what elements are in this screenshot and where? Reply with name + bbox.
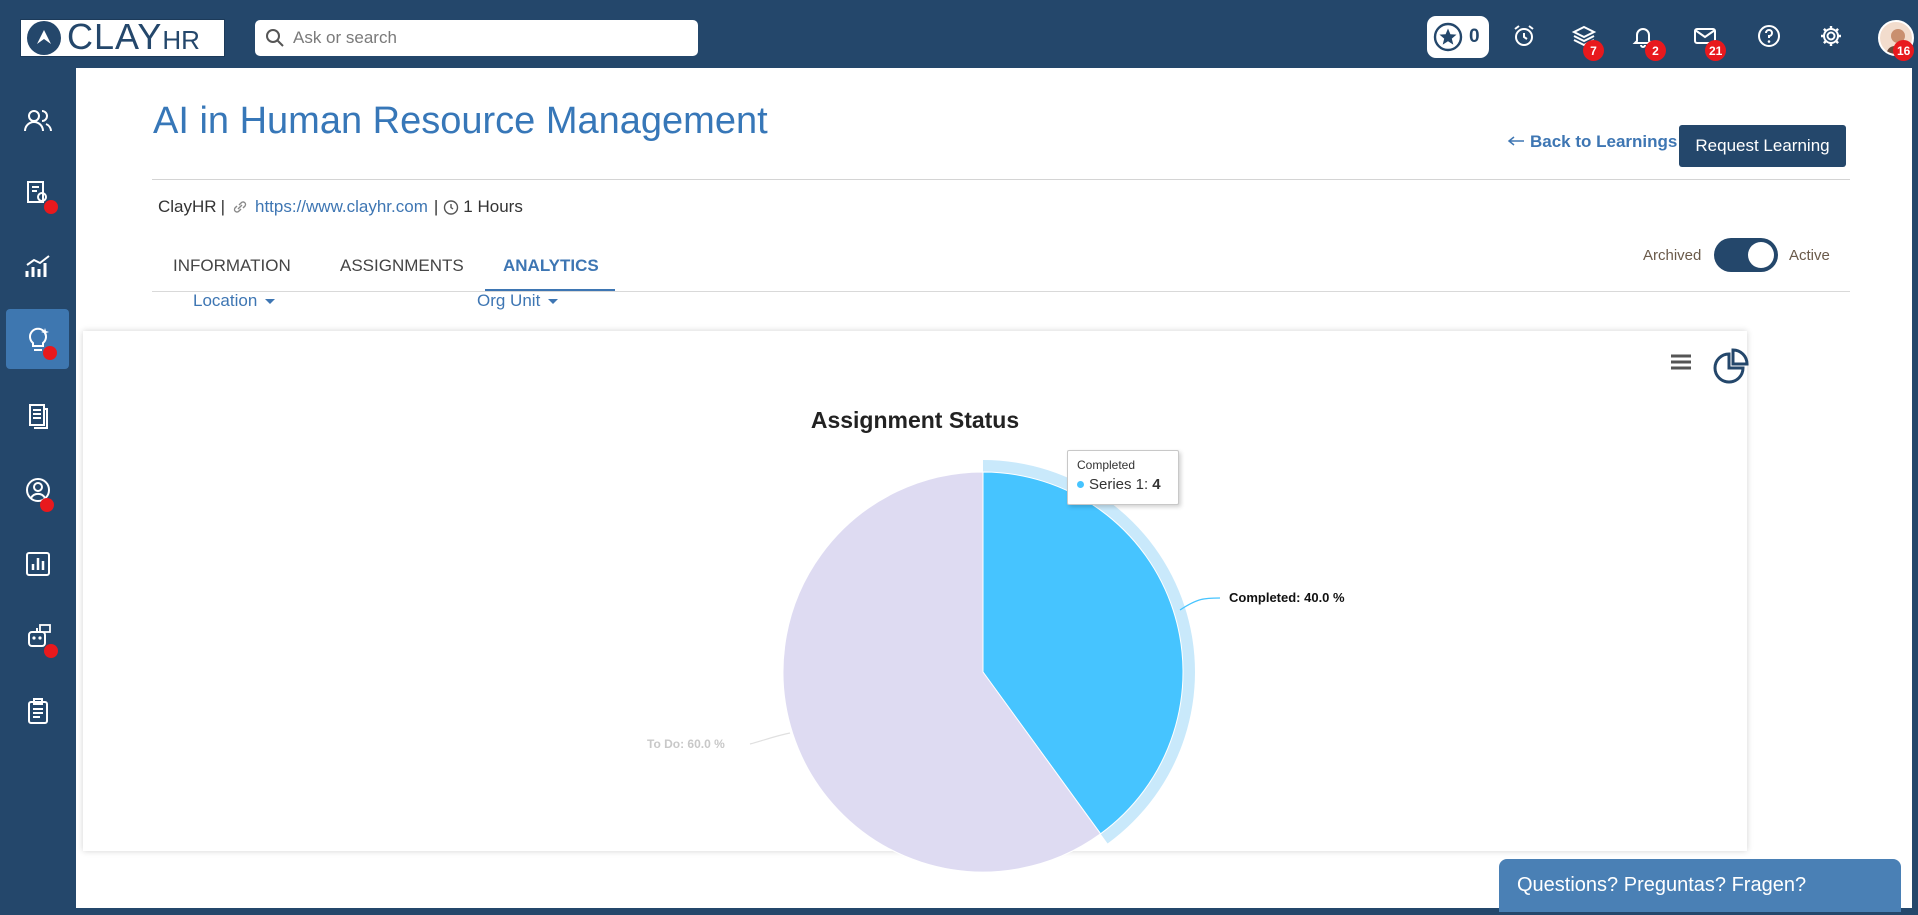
sidebar-notification-dot xyxy=(40,498,54,512)
divider xyxy=(152,179,1850,180)
clipboard-icon xyxy=(27,698,48,724)
location-filter-label: Location xyxy=(193,291,258,310)
sidebar-item-profile[interactable] xyxy=(6,460,69,520)
bar-chart-icon xyxy=(25,552,50,576)
sidebar-item-people[interactable] xyxy=(6,91,69,151)
alarm-clock-icon[interactable] xyxy=(1508,20,1540,52)
provider-name: ClayHR xyxy=(158,197,217,216)
user-avatar[interactable] xyxy=(1878,20,1914,56)
toggle-knob xyxy=(1748,242,1774,268)
link-icon xyxy=(233,201,247,213)
sidebar-item-learning[interactable] xyxy=(6,309,69,369)
help-chat-button[interactable]: Questions? Preguntas? Fragen? xyxy=(1499,859,1901,912)
sidebar-item-document-search[interactable] xyxy=(6,163,69,223)
search-box[interactable] xyxy=(255,20,698,56)
sidebar-notification-dot xyxy=(43,346,57,360)
chevron-down-icon xyxy=(548,298,559,304)
clayhr-logo[interactable]: CLAYHR xyxy=(20,15,225,57)
completed-slice[interactable] xyxy=(982,471,1184,835)
gear-icon[interactable] xyxy=(1815,20,1847,52)
tab-analytics[interactable]: ANALYTICS xyxy=(503,256,599,275)
stars-counter[interactable]: 0 xyxy=(1427,16,1489,58)
request-learning-button[interactable]: Request Learning xyxy=(1679,125,1846,167)
completed-data-label: Completed: 40.0 % xyxy=(1229,590,1345,605)
back-arrow-icon xyxy=(1507,136,1524,146)
clock-icon xyxy=(444,200,459,215)
bell-badge: 2 xyxy=(1645,40,1666,61)
tooltip-value: 4 xyxy=(1152,476,1161,493)
todo-data-label: To Do: 60.0 % xyxy=(647,737,725,751)
tooltip-series-name: Series 1 xyxy=(1089,476,1145,493)
sidebar-item-assistant[interactable] xyxy=(6,607,69,667)
back-to-learnings-link[interactable]: Back to Learnings xyxy=(1506,132,1677,152)
location-filter-dropdown[interactable]: Location xyxy=(193,291,276,311)
todo-slice[interactable] xyxy=(782,471,1102,873)
chevron-down-icon xyxy=(265,298,276,304)
tab-assignments[interactable]: ASSIGNMENTS xyxy=(340,256,464,275)
sidebar-item-checklist[interactable] xyxy=(6,681,69,741)
lightbulb-icon xyxy=(28,327,49,351)
layers-badge: 7 xyxy=(1583,40,1604,61)
robot-icon xyxy=(27,624,51,647)
meta-separator: | xyxy=(220,197,225,216)
mail-icon[interactable] xyxy=(1689,20,1721,52)
mail-badge: 21 xyxy=(1705,40,1727,61)
clayhr-logo-mark-icon xyxy=(27,21,61,55)
stars-count: 0 xyxy=(1469,26,1480,47)
search-icon xyxy=(266,29,284,47)
chart-menu-icon[interactable] xyxy=(1669,352,1693,377)
tabs-divider xyxy=(152,291,1850,292)
chart-tooltip: Completed Series 1:4 xyxy=(1067,450,1179,505)
search-input[interactable] xyxy=(293,28,673,48)
document-search-icon xyxy=(26,181,47,203)
toggle-on-label: Active xyxy=(1789,247,1830,264)
provider-url-link[interactable]: https://www.clayhr.com xyxy=(254,197,428,216)
duration: 1 Hours xyxy=(463,197,523,216)
sidebar-notification-dot xyxy=(44,200,58,214)
tab-information[interactable]: INFORMATION xyxy=(173,256,291,275)
meta-separator: | xyxy=(433,197,439,216)
avatar-badge: 16 xyxy=(1893,40,1915,61)
sidebar-item-reports[interactable] xyxy=(6,534,69,594)
archived-active-toggle[interactable] xyxy=(1714,238,1778,272)
chart-title: Assignment Status xyxy=(810,407,1020,433)
org-unit-filter-label: Org Unit xyxy=(477,291,541,310)
help-icon[interactable] xyxy=(1753,20,1785,52)
star-icon xyxy=(1433,22,1463,52)
sidebar-nav xyxy=(0,68,76,915)
todo-connector-line xyxy=(749,732,791,745)
sidebar-item-files[interactable] xyxy=(6,385,69,445)
pie-chart-type-icon[interactable] xyxy=(1711,346,1751,391)
logo-wordmark: CLAYHR xyxy=(67,15,200,57)
people-icon xyxy=(23,110,52,132)
series-marker xyxy=(1077,481,1084,488)
org-unit-filter-dropdown[interactable]: Org Unit xyxy=(477,291,559,311)
growth-chart-icon xyxy=(25,255,50,277)
files-icon xyxy=(28,404,48,429)
sidebar-item-growth[interactable] xyxy=(6,236,69,296)
page-title: AI in Human Resource Management xyxy=(153,100,768,142)
completed-connector-line xyxy=(1179,597,1221,611)
active-tab-indicator xyxy=(485,289,615,292)
learning-meta: ClayHR | https://www.clayhr.com | 1 Hour… xyxy=(158,197,523,217)
back-link-label: Back to Learnings xyxy=(1530,132,1678,151)
tooltip-category: Completed xyxy=(1077,458,1136,472)
sidebar-notification-dot xyxy=(44,644,58,658)
user-circle-icon xyxy=(25,478,50,502)
top-bar: CLAYHR 0 7 2 21 16 xyxy=(0,0,1918,68)
toggle-off-label: Archived xyxy=(1643,247,1702,264)
